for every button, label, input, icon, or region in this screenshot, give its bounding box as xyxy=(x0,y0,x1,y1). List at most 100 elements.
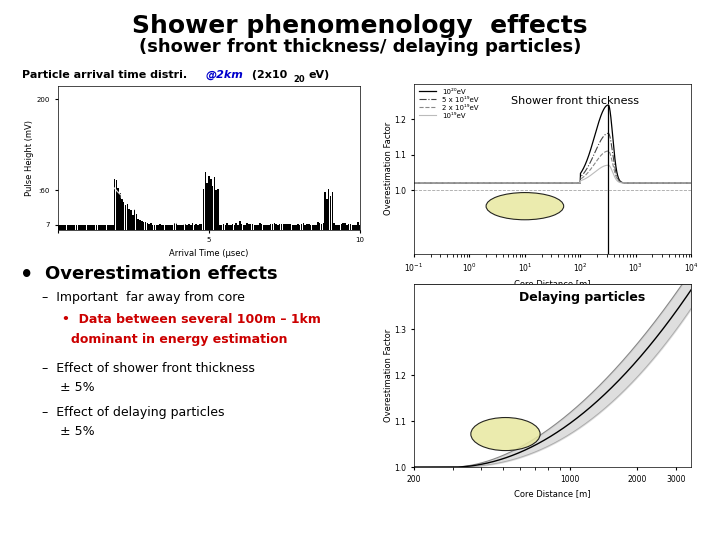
Text: •  Data between several 100m – 1km: • Data between several 100m – 1km xyxy=(62,313,321,326)
Bar xyxy=(330,196,331,229)
Text: •: • xyxy=(20,265,34,285)
Bar xyxy=(92,225,94,229)
Bar xyxy=(105,225,107,229)
Bar xyxy=(58,225,59,229)
Bar xyxy=(177,225,179,229)
Bar xyxy=(120,193,121,230)
Bar xyxy=(324,192,326,230)
Bar xyxy=(279,224,281,230)
Bar xyxy=(341,225,342,230)
Bar xyxy=(197,225,199,230)
Bar xyxy=(168,225,170,229)
Y-axis label: Overestimation Factor: Overestimation Factor xyxy=(384,329,393,422)
Bar xyxy=(170,225,171,229)
Bar xyxy=(112,225,114,229)
Bar xyxy=(277,225,279,230)
Text: Shower front thickness: Shower front thickness xyxy=(511,96,639,106)
Bar xyxy=(243,225,244,230)
Text: (2x10: (2x10 xyxy=(248,70,288,80)
Bar xyxy=(196,224,197,230)
Bar xyxy=(117,188,119,230)
Bar xyxy=(150,223,152,230)
X-axis label: Core Distance [m]: Core Distance [m] xyxy=(514,279,591,288)
Y-axis label: Pulse Height (mV): Pulse Height (mV) xyxy=(24,120,34,196)
Bar xyxy=(312,225,313,230)
Bar xyxy=(65,225,66,229)
Bar xyxy=(274,223,275,230)
Bar xyxy=(237,225,239,230)
Bar xyxy=(128,209,130,230)
Bar xyxy=(97,225,99,229)
Bar xyxy=(181,225,183,230)
Bar xyxy=(85,225,86,229)
Bar xyxy=(292,225,293,229)
Text: Particle arrival time distri.: Particle arrival time distri. xyxy=(22,70,191,80)
Bar xyxy=(61,225,63,229)
Bar xyxy=(233,225,235,230)
Bar xyxy=(78,225,79,229)
Bar xyxy=(63,225,65,229)
Bar xyxy=(239,221,240,230)
Bar xyxy=(215,190,217,230)
Bar xyxy=(194,225,195,230)
Bar xyxy=(60,225,61,229)
Bar xyxy=(81,225,83,229)
Bar xyxy=(123,202,125,230)
Bar xyxy=(271,224,274,230)
Bar xyxy=(281,224,282,230)
Bar xyxy=(336,225,337,230)
Bar xyxy=(294,225,295,230)
Bar xyxy=(320,224,323,230)
Bar xyxy=(154,225,156,229)
Text: ± 5%: ± 5% xyxy=(60,381,94,394)
Bar xyxy=(96,225,97,229)
Bar xyxy=(305,225,306,230)
Bar xyxy=(219,225,220,230)
Bar xyxy=(339,225,341,230)
Bar xyxy=(228,225,230,230)
Bar xyxy=(174,223,175,230)
Text: –  Important  far away from core: – Important far away from core xyxy=(42,291,245,303)
Bar xyxy=(245,225,246,229)
Bar xyxy=(201,224,202,230)
Bar xyxy=(207,183,208,230)
Bar xyxy=(350,225,351,230)
Bar xyxy=(310,225,311,230)
Text: dominant in energy estimation: dominant in energy estimation xyxy=(71,333,287,346)
Bar xyxy=(130,211,132,229)
Bar xyxy=(76,225,77,229)
Text: –  Effect of delaying particles: – Effect of delaying particles xyxy=(42,406,224,419)
Bar xyxy=(355,225,356,230)
Text: –  Effect of shower front thickness: – Effect of shower front thickness xyxy=(42,362,255,375)
Bar xyxy=(246,224,248,230)
Bar xyxy=(67,225,68,229)
Bar xyxy=(241,224,243,230)
Bar xyxy=(297,224,299,230)
Bar xyxy=(152,225,153,229)
Bar xyxy=(166,225,168,229)
Bar xyxy=(288,224,289,230)
Bar xyxy=(275,224,277,230)
Bar xyxy=(253,225,255,230)
Bar xyxy=(282,224,284,230)
Bar xyxy=(101,225,103,229)
Text: 20: 20 xyxy=(294,75,305,84)
Bar xyxy=(344,223,346,230)
Bar xyxy=(165,225,166,229)
Bar xyxy=(116,180,117,230)
Bar xyxy=(210,179,212,230)
Bar xyxy=(86,225,88,229)
Bar xyxy=(248,224,250,230)
Bar xyxy=(156,225,157,229)
Bar xyxy=(332,192,333,230)
Bar xyxy=(89,225,90,229)
Bar xyxy=(161,225,163,229)
Legend: 10²⁰eV, 5 x 10¹⁹eV, 2 x 10¹⁹eV, 10¹⁹eV: 10²⁰eV, 5 x 10¹⁹eV, 2 x 10¹⁹eV, 10¹⁹eV xyxy=(418,87,480,120)
Text: Delaying particles: Delaying particles xyxy=(519,291,646,304)
Bar xyxy=(232,224,233,230)
Bar xyxy=(214,177,215,230)
Bar xyxy=(252,224,253,230)
Bar xyxy=(326,199,328,230)
Bar xyxy=(287,224,288,230)
Bar xyxy=(337,225,338,230)
